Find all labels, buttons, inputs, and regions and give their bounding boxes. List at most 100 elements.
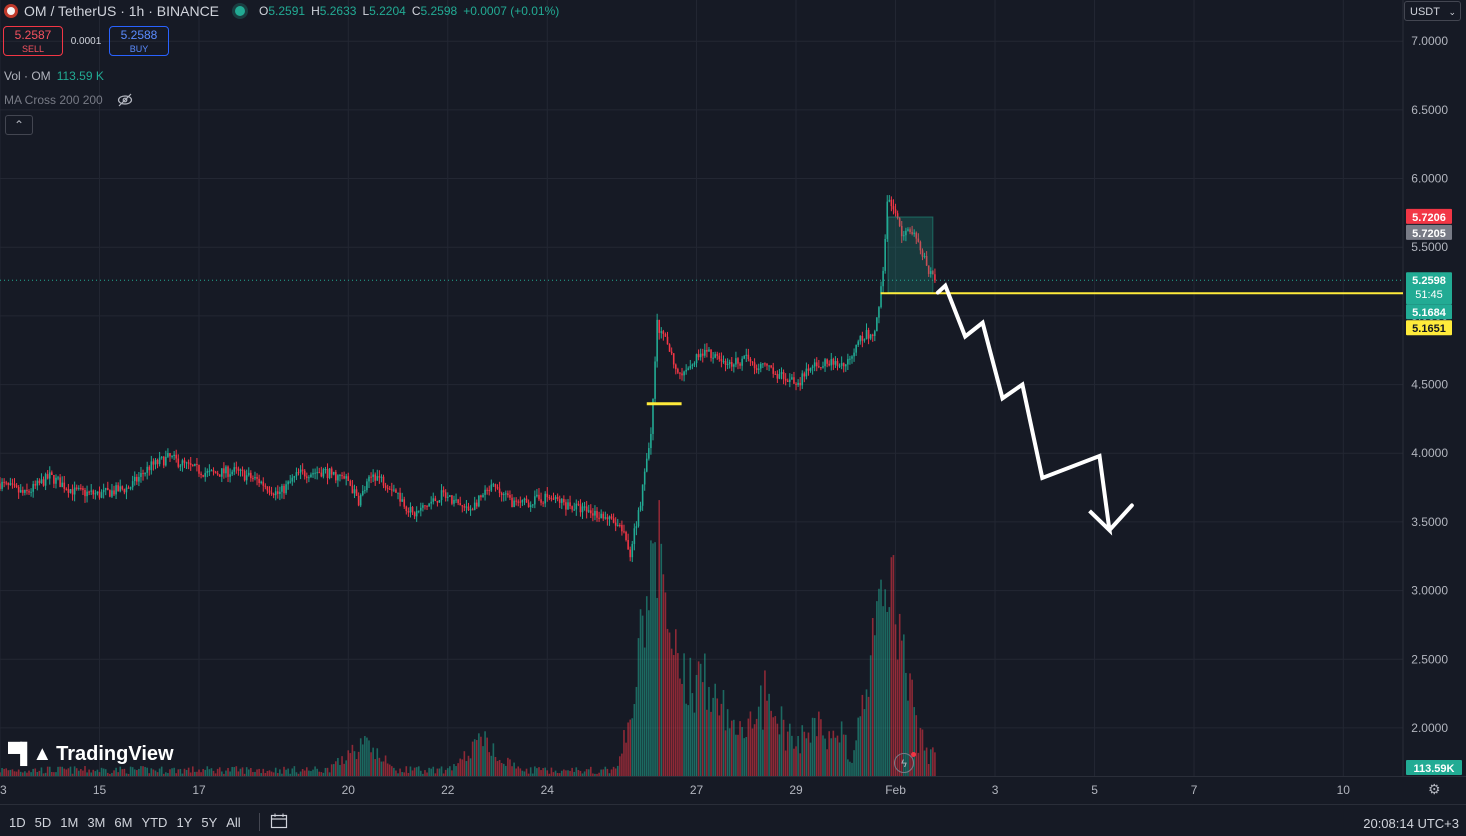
candle-body (648, 448, 650, 459)
volume-bar (326, 767, 329, 776)
calendar-goto-icon[interactable] (270, 813, 288, 832)
volume-bar (737, 734, 739, 776)
range-1d[interactable]: 1D (9, 814, 26, 830)
volume-bar (594, 773, 596, 776)
range-6m[interactable]: 6M (114, 814, 133, 830)
volume-bar (670, 648, 673, 776)
candle-body (291, 477, 294, 482)
volume-bar (156, 772, 159, 776)
candle-body (496, 487, 499, 489)
range-1m[interactable]: 1M (60, 814, 79, 830)
volume-bar (343, 763, 345, 776)
candle-body (478, 495, 480, 507)
currency-select[interactable]: USDT ⌄ (1404, 1, 1461, 21)
range-ytd[interactable]: YTD (141, 814, 168, 830)
volume-bar (48, 766, 51, 776)
volume-bar (894, 624, 897, 776)
volume-bar (488, 752, 491, 776)
volume-bar (932, 747, 934, 776)
candle-body (755, 368, 758, 370)
volume-bar (252, 772, 254, 776)
range-3m[interactable]: 3M (87, 814, 106, 830)
candle-body (169, 453, 171, 457)
candle-body (332, 471, 335, 475)
volume-bar (0, 772, 1, 776)
collapse-indicators-button[interactable]: ⌃ (5, 115, 33, 135)
chevron-up-icon: ⌃ (13, 118, 25, 132)
volume-bar (861, 694, 864, 776)
candle-body (538, 494, 540, 500)
volume-bar (701, 682, 704, 776)
volume-bar (82, 770, 84, 776)
volume-bar (32, 768, 34, 776)
volume-bar (826, 749, 828, 776)
candle-body (223, 468, 225, 474)
range-5d[interactable]: 5D (34, 814, 52, 830)
volume-bar (575, 767, 578, 776)
alert-flash-icon[interactable]: ϟ (894, 752, 916, 773)
range-all[interactable]: All (226, 814, 241, 830)
candle-body (436, 500, 439, 503)
sell-button[interactable]: 5.2587 SELL (3, 26, 63, 56)
volume-bar (256, 769, 258, 776)
candle-body (417, 510, 420, 512)
buy-button[interactable]: 5.2588 BUY (109, 26, 169, 56)
volume-bar (386, 763, 389, 776)
candle-body (509, 495, 511, 498)
range-1y[interactable]: 1Y (176, 814, 193, 830)
eye-hidden-icon[interactable] (117, 93, 133, 107)
volume-bar (880, 579, 882, 776)
volume-bar (822, 735, 824, 776)
candle-body (449, 495, 451, 497)
candle-body (453, 499, 455, 504)
volume-bar (297, 773, 300, 776)
volume-bar (641, 615, 644, 776)
ma-cross-indicator[interactable]: MA Cross 200 200 (4, 93, 133, 107)
candle-body (764, 363, 766, 365)
range-5y[interactable]: 5Y (201, 814, 218, 830)
candle-body (824, 359, 826, 367)
candle-body (505, 493, 507, 495)
volume-bar (285, 769, 287, 776)
candle-body (494, 484, 497, 488)
volume-bar (420, 770, 422, 776)
volume-bar (621, 753, 623, 776)
volume-bar (560, 770, 563, 776)
volume-bar (245, 767, 248, 776)
volume-bar (484, 731, 486, 776)
candle-body (461, 505, 464, 507)
volume-bar (380, 761, 383, 776)
volume-bar (791, 735, 793, 776)
volume-bar (587, 769, 590, 776)
clock-timezone[interactable]: 20:08:14 UTC+3 (1363, 816, 1459, 831)
volume-bar (459, 758, 462, 776)
candle-body (531, 504, 534, 506)
volume-bar (654, 542, 656, 776)
candle-body (579, 504, 582, 513)
volume-bar (214, 773, 217, 776)
volume-bar (26, 772, 28, 776)
candle-body (252, 478, 254, 480)
volume-bar (558, 773, 561, 776)
candle-body (361, 490, 364, 496)
trade-panel: 5.2587 SELL 0.0001 5.2588 BUY (3, 26, 169, 56)
candle-body (129, 487, 132, 489)
candle-body (208, 470, 211, 472)
gear-icon[interactable]: ⚙ (1428, 781, 1441, 797)
low-value: 5.2204 (369, 4, 406, 18)
volume-bar (720, 703, 723, 776)
volume-bar (287, 768, 289, 776)
volume-bar (289, 773, 292, 776)
volume-bar (515, 768, 517, 776)
candle-body (782, 372, 785, 379)
candle-body (183, 460, 186, 463)
volume-bar (198, 769, 200, 776)
volume-bar (258, 768, 260, 776)
candles-group (0, 195, 936, 563)
symbol-title[interactable]: OM / TetherUS · 1h · BINANCE (24, 3, 220, 19)
volume-indicator[interactable]: Vol · OM 113.59 K (4, 69, 104, 83)
volume-bar (743, 738, 746, 776)
tradingview-logo-icon: ▀▌▲ (8, 743, 52, 765)
candle-body (560, 499, 563, 503)
